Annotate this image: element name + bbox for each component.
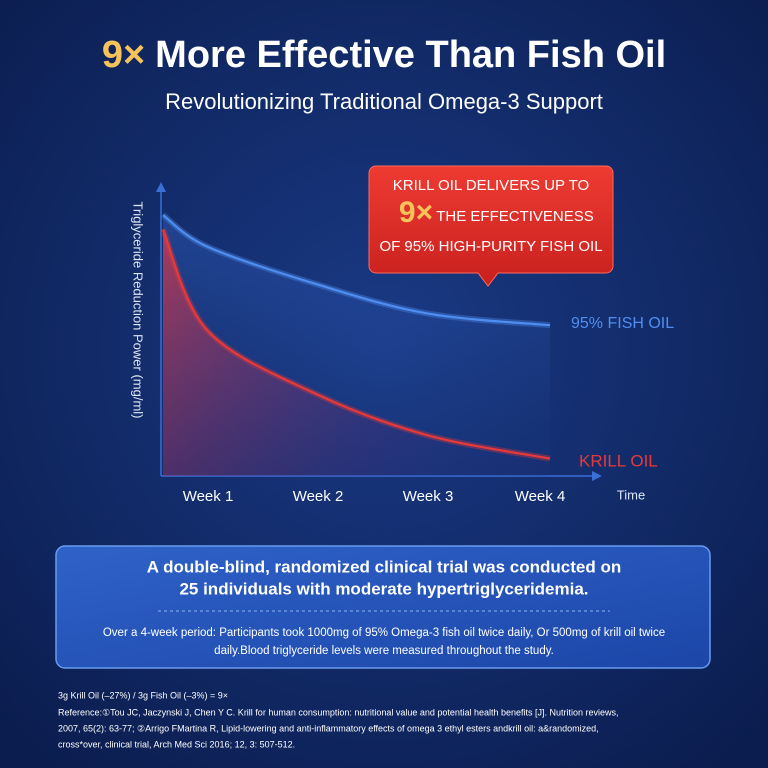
panel-heading: A double-blind, randomized clinical tria… (147, 557, 621, 576)
title-highlight: 9× (102, 34, 145, 76)
x-axis-arrow (592, 471, 602, 481)
x-tick-label: Week 2 (293, 488, 344, 505)
series-area (163, 229, 550, 476)
x-tick-label: Week 1 (183, 488, 234, 505)
study-panel: A double-blind, randomized clinical tria… (55, 545, 711, 669)
panel-heading: 25 individuals with moderate hypertrigly… (179, 579, 588, 598)
callout-line: THE EFFECTIVENESS (436, 208, 594, 225)
series-line (162, 214, 551, 327)
y-axis-label: Triglyceride Reduction Power (mg/ml) (131, 202, 146, 419)
callout: KRILL OIL DELIVERS UP TO 9× THE EFFECTIV… (368, 165, 614, 287)
chart: Triglyceride Reduction Power (mg/ml) Tim… (131, 182, 674, 505)
series-line (161, 229, 551, 460)
references: 3g Krill Oil (–27%) / 3g Fish Oil (–3%) … (58, 690, 619, 749)
callout-box (368, 165, 614, 287)
callout-line: OF 95% HIGH-PURITY FISH OIL (379, 238, 602, 255)
panel-box (55, 545, 711, 669)
legend-label: KRILL OIL (579, 451, 658, 470)
callout-highlight: 9× (399, 196, 433, 229)
callout-line: KRILL OIL DELIVERS UP TO (393, 177, 589, 194)
title-text: More Effective Than Fish Oil (155, 34, 666, 76)
x-axis-label: Time (617, 487, 645, 502)
y-axis-arrow (156, 182, 166, 192)
subtitle: Revolutionizing Traditional Omega-3 Supp… (165, 89, 603, 114)
panel-body: daily.Blood triglyceride levels were mea… (214, 645, 554, 657)
panel-body: Over a 4-week period: Participants took … (103, 627, 665, 639)
reference-line: Reference:①Tou JC, Jaczynski J, Chen Y C… (58, 707, 619, 717)
legend-label: 95% FISH OIL (571, 315, 674, 332)
x-tick-label: Week 3 (403, 488, 454, 505)
reference-line: cross*over, clinical trial, Arch Med Sci… (58, 739, 295, 749)
title: 9× More Effective Than Fish Oil (102, 34, 666, 76)
x-tick-label: Week 4 (515, 488, 566, 505)
reference-line: 2007, 65(2): 63-77; ②Arrigo FMartina R, … (58, 723, 599, 733)
reference-line: 3g Krill Oil (–27%) / 3g Fish Oil (–3%) … (58, 690, 228, 700)
